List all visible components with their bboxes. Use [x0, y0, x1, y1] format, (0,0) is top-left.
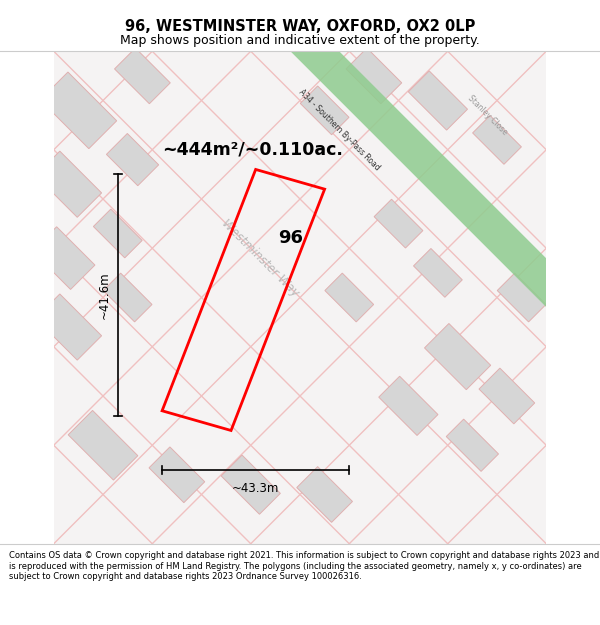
- Polygon shape: [35, 294, 101, 360]
- Polygon shape: [374, 199, 423, 248]
- Polygon shape: [149, 447, 205, 503]
- Polygon shape: [446, 419, 499, 471]
- Text: 96, WESTMINSTER WAY, OXFORD, OX2 0LP: 96, WESTMINSTER WAY, OXFORD, OX2 0LP: [125, 19, 475, 34]
- Polygon shape: [35, 151, 101, 218]
- Polygon shape: [297, 467, 352, 522]
- Polygon shape: [425, 324, 491, 389]
- Text: Stanley Close: Stanley Close: [466, 94, 509, 137]
- Polygon shape: [94, 209, 142, 258]
- Polygon shape: [221, 455, 280, 514]
- Text: ~444m²/~0.110ac.: ~444m²/~0.110ac.: [162, 141, 343, 159]
- Polygon shape: [413, 249, 462, 298]
- Polygon shape: [379, 376, 438, 436]
- Polygon shape: [497, 273, 546, 322]
- Polygon shape: [300, 86, 349, 135]
- Polygon shape: [103, 273, 152, 322]
- Text: Contains OS data © Crown copyright and database right 2021. This information is : Contains OS data © Crown copyright and d…: [9, 551, 599, 581]
- Polygon shape: [346, 48, 402, 104]
- Polygon shape: [408, 71, 467, 130]
- Text: 96: 96: [278, 229, 302, 248]
- Polygon shape: [40, 72, 116, 149]
- Polygon shape: [106, 134, 158, 186]
- Text: ~43.3m: ~43.3m: [232, 482, 280, 495]
- Text: ~41.6m: ~41.6m: [97, 271, 110, 319]
- Polygon shape: [473, 116, 521, 164]
- Polygon shape: [115, 48, 170, 104]
- Polygon shape: [32, 227, 95, 289]
- Polygon shape: [68, 411, 138, 480]
- Text: Map shows position and indicative extent of the property.: Map shows position and indicative extent…: [120, 34, 480, 47]
- Text: A34 - Southern By-Pass Road: A34 - Southern By-Pass Road: [297, 88, 382, 172]
- Text: Westminster Way: Westminster Way: [220, 217, 302, 299]
- Polygon shape: [479, 368, 535, 424]
- Polygon shape: [325, 273, 374, 322]
- Polygon shape: [278, 14, 583, 319]
